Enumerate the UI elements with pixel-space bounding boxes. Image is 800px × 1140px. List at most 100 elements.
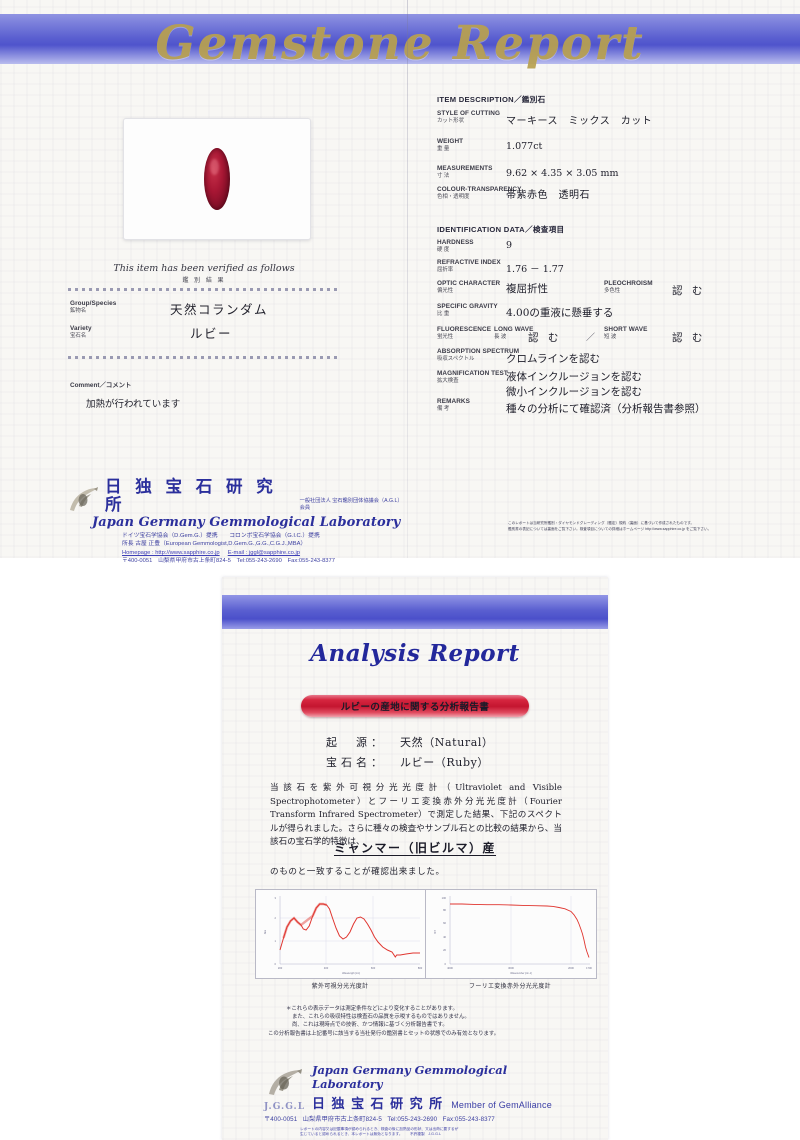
field-style-of-cutting: STYLE OF CUTTING カット形状 bbox=[437, 110, 500, 125]
origin-key: 起 源： bbox=[326, 736, 386, 749]
jggl-logo-icon bbox=[269, 1068, 302, 1095]
variety-label-jp: 宝石名 bbox=[70, 332, 87, 339]
gemstone-report-certificate: Gemstone Report This item has been verif… bbox=[0, 0, 800, 564]
lab-email[interactable]: E-mail : jggl@sapphire.co.jp bbox=[227, 549, 300, 556]
field-measurements: MEASUREMENTS 寸 法 bbox=[437, 165, 493, 180]
absorption-spectrum-label-jp: 吸収スペクトル bbox=[437, 355, 475, 362]
ftir-chart-caption: フーリエ変換赤外分光光度計 bbox=[469, 984, 551, 990]
analysis-paragraph: 当該石を紫外可視分光光度計（Ultraviolet and Visible Sp… bbox=[270, 783, 562, 848]
pleochroism-label-jp: 多色性 bbox=[604, 287, 621, 294]
field-long-wave: LONG WAVE 長 波 bbox=[494, 326, 533, 341]
absorption-spectrum-value: クロムラインを認む bbox=[506, 353, 600, 365]
lab-homepage[interactable]: Homepage : http://www.sapphire.co.jp bbox=[122, 549, 220, 556]
gem-name-key: 宝石名： bbox=[326, 756, 386, 769]
svg-text:1700: 1700 bbox=[586, 966, 592, 970]
field-absorption-spectrum: ABSORPTION SPECTRUM 吸収スペクトル bbox=[437, 348, 519, 363]
gemalliance-membership: Member of GemAlliance bbox=[451, 1100, 552, 1110]
field-weight: WEIGHT 重 量 bbox=[437, 138, 463, 153]
svg-text:3000: 3000 bbox=[508, 966, 514, 970]
lab-address-line: 山梨県甲府市古上条町824-5 bbox=[302, 1116, 382, 1123]
measurements-value: 9.62 × 4.35 × 3.05 mm bbox=[506, 168, 619, 179]
short-wave-label-jp: 短 波 bbox=[604, 333, 617, 340]
lab-postal-code: 〒400-0051 bbox=[264, 1116, 298, 1123]
field-fluorescence: FLUORESCENCE 蛍光性 bbox=[437, 326, 491, 341]
field-group-species: Group/Species 鉱物名 bbox=[70, 300, 116, 315]
specific-gravity-label-jp: 比 重 bbox=[437, 310, 450, 317]
svg-text:Wavelength [nm]: Wavelength [nm] bbox=[342, 972, 360, 975]
analysis-lab-footer: J.G.G.L Japan Germany Gemmological Labor… bbox=[264, 1063, 570, 1138]
short-wave-value: 認 む bbox=[672, 332, 706, 344]
field-pleochroism: PLEOCHROISM 多色性 bbox=[604, 280, 653, 295]
svg-text:4000: 4000 bbox=[447, 966, 453, 970]
style-of-cutting-label-jp: カット形状 bbox=[437, 117, 464, 124]
svg-text:0: 0 bbox=[445, 962, 447, 966]
field-colour-transparency: COLOUR-TRANSPARENCY 色相・透明度 bbox=[437, 186, 522, 201]
lab-director: 所長 古屋 正豊（European Gemmologist,D.Gem.G.,G… bbox=[122, 541, 307, 548]
svg-text:0: 0 bbox=[275, 962, 277, 966]
lab-abbreviation: J.G.G.L bbox=[264, 1101, 306, 1112]
analysis-origin-result: ミャンマー（旧ビルマ）産 bbox=[333, 841, 496, 855]
lab-fax: Fax:055-243-8377 bbox=[442, 1116, 495, 1123]
svg-text:800: 800 bbox=[418, 966, 423, 970]
gem-name-value: ルビー（Ruby） bbox=[400, 756, 490, 769]
fluorescence-label-en: FLUORESCENCE bbox=[437, 326, 492, 333]
origin-value: 天然（Natural） bbox=[400, 736, 494, 749]
gemstone-photo bbox=[123, 118, 311, 240]
uv-vis-chart: 0 1 2 3 200 400 600 800 Wavelength [nm] … bbox=[255, 889, 427, 979]
field-variety: Variety 宝石名 bbox=[70, 325, 92, 340]
svg-text:100: 100 bbox=[442, 896, 447, 900]
field-short-wave: SHORT WAVE 短 波 bbox=[604, 326, 648, 341]
measurements-label-jp: 寸 法 bbox=[437, 172, 450, 179]
svg-text:Abs: Abs bbox=[264, 929, 267, 934]
refractive-index-value: 1.76 － 1.77 bbox=[506, 264, 564, 275]
analysis-banner-label: ルビーの産地に関する分析報告書 bbox=[340, 702, 490, 713]
analysis-note-3: 尚、これは現時点での技術、かつ情報に基づく分析報告書です。 bbox=[292, 1022, 448, 1029]
fine-print-line-1: このレポートは当研究所鑑別・ダイヤモンドグレーディング（鑑定）規約（裏面）に基づ… bbox=[508, 521, 695, 525]
svg-text:400: 400 bbox=[324, 966, 329, 970]
colour-transparency-label-jp: 色相・透明度 bbox=[437, 193, 470, 200]
fine-print-line-2: 鑑別書の表記については裏面をご覧下さい。検査項目についての詳細はホームページ h… bbox=[508, 526, 712, 531]
comment-label: Comment／コメント bbox=[70, 382, 132, 389]
lab-name-jp: 日 独 宝 石 研 究 所 bbox=[312, 1097, 444, 1112]
svg-text:40: 40 bbox=[443, 935, 446, 939]
magnification-test-value-1: 液体インクルージョンを認む bbox=[506, 371, 642, 383]
colour-transparency-label-en: COLOUR-TRANSPARENCY bbox=[437, 186, 522, 193]
certificate-fine-print: このレポートは当研究所鑑別・ダイヤモンドグレーディング（鑑定）規約（裏面）に基づ… bbox=[508, 521, 794, 532]
specific-gravity-value: 4.00の重液に懸垂する bbox=[506, 307, 614, 319]
verified-statement-en: This item has been verified as follows bbox=[113, 263, 295, 274]
field-hardness: HARDNESS 硬 度 bbox=[437, 239, 474, 254]
group-species-value: 天然コランダム bbox=[170, 302, 269, 317]
pleochroism-label-en: PLEOCHROISM bbox=[604, 280, 653, 287]
divider-bottom bbox=[68, 356, 340, 359]
lab-affiliation: ドイツ宝石学協会（D.Gem.G.）提携 コロンボ宝石学協会（G.I.C.）提携 bbox=[122, 533, 320, 539]
remarks-label-en: REMARKS bbox=[437, 398, 471, 405]
header-band bbox=[0, 14, 800, 64]
analysis-notes: ＊これらの表示データは測定条件などにより変化することがあります。 また、これらの… bbox=[256, 1005, 574, 1038]
pleochroism-value: 認 む bbox=[672, 285, 706, 297]
lab-name-en: Japan Germany Gemmological Laboratory bbox=[92, 515, 401, 530]
uv-vis-curve bbox=[279, 903, 420, 958]
svg-text:2000: 2000 bbox=[568, 966, 574, 970]
analysis-paragraph-2: のものと一致することが確認出来ました。 bbox=[270, 867, 445, 877]
jggl-logo-icon bbox=[70, 487, 98, 511]
lab-telephone: Tel:055-243-2690 bbox=[387, 1116, 438, 1123]
fluorescence-separator: ／ bbox=[586, 333, 596, 343]
ftir-plot: 0 20 40 60 80 100 4000 3000 2000 1700 Wa… bbox=[434, 896, 592, 975]
analysis-note-2: また、これらの吸収特性は検査石の品質を示唆するものではありません。 bbox=[292, 1014, 470, 1021]
weight-label-jp: 重 量 bbox=[437, 145, 450, 152]
magnification-test-label-en: MAGNIFICATION TEST bbox=[437, 370, 508, 377]
long-wave-label-jp: 長 波 bbox=[494, 333, 507, 340]
remarks-value: 種々の分析にて確認済（分析報告書参照） bbox=[506, 403, 706, 415]
group-species-label-jp: 鉱物名 bbox=[70, 307, 87, 314]
analysis-banner: ルビーの産地に関する分析報告書 bbox=[301, 695, 529, 717]
analysis-note-1: ＊これらの表示データは測定条件などにより変化することがあります。 bbox=[286, 1006, 458, 1012]
field-magnification-test: MAGNIFICATION TEST 拡大検査 bbox=[437, 370, 508, 385]
lab-disclaimer-line-2: 生じていると認められるとき、本レポートは無効となります。 不許複製 J.G.G.… bbox=[300, 1132, 442, 1137]
analysis-header-band bbox=[222, 595, 608, 629]
hardness-label-jp: 硬 度 bbox=[437, 246, 450, 253]
lab-name-jp: 日 独 宝 石 研 究 所 bbox=[105, 477, 277, 514]
measurements-label-en: MEASUREMENTS bbox=[437, 165, 493, 172]
analysis-report-certificate: Analysis Report ルビーの産地に関する分析報告書 起 源： 天然（N… bbox=[222, 577, 608, 1140]
divider-top bbox=[68, 288, 340, 291]
lab-association: 一般社団法人 宝石鑑別団体協議会（A.G.L）会員 bbox=[299, 498, 403, 511]
